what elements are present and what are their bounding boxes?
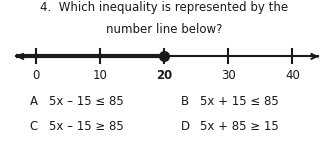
Text: 40: 40 xyxy=(285,69,300,82)
Text: 4.  Which inequality is represented by the: 4. Which inequality is represented by th… xyxy=(40,1,288,14)
Text: 0: 0 xyxy=(32,69,39,82)
Text: B: B xyxy=(180,95,189,108)
Text: number line below?: number line below? xyxy=(106,23,222,36)
Text: D: D xyxy=(180,120,190,133)
Text: 30: 30 xyxy=(221,69,236,82)
Text: C: C xyxy=(30,120,38,133)
Text: 20: 20 xyxy=(156,69,172,82)
Text: 5x + 85 ≥ 15: 5x + 85 ≥ 15 xyxy=(200,120,279,133)
Text: 5x – 15 ≥ 85: 5x – 15 ≥ 85 xyxy=(49,120,124,133)
Text: 5x + 15 ≤ 85: 5x + 15 ≤ 85 xyxy=(200,95,279,108)
Text: 10: 10 xyxy=(92,69,107,82)
Text: 5x – 15 ≤ 85: 5x – 15 ≤ 85 xyxy=(49,95,124,108)
Text: A: A xyxy=(30,95,37,108)
